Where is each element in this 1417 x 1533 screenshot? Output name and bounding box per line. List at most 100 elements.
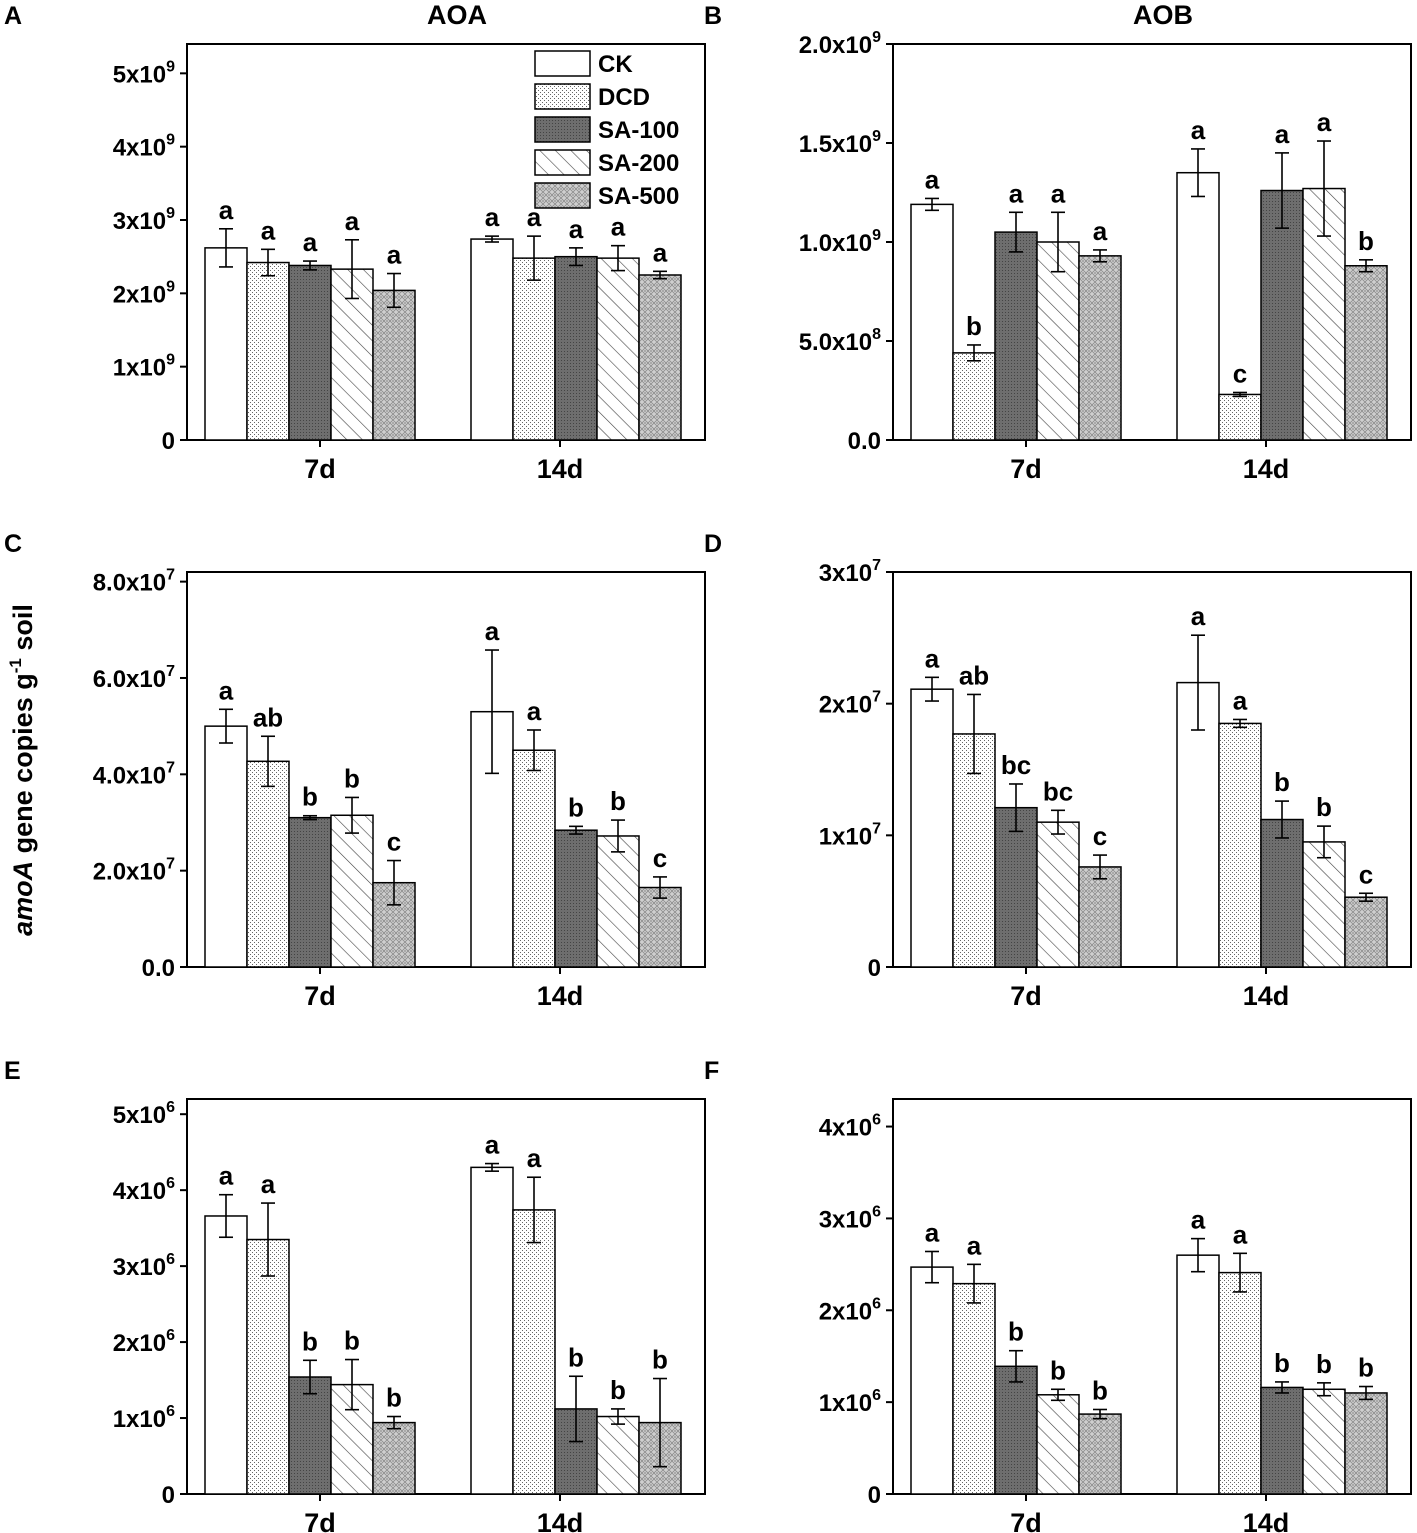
- legend-swatch: [534, 116, 591, 143]
- y-tick-label: 5.0x108: [799, 326, 881, 356]
- significance-letter: b: [610, 786, 626, 816]
- significance-letter: b: [1316, 1349, 1332, 1379]
- y-tick-label: 2.0x107: [93, 856, 175, 886]
- bar: [994, 1365, 1038, 1495]
- significance-letter: a: [261, 215, 276, 245]
- y-tick-label: 0: [868, 955, 881, 982]
- bar: [372, 289, 416, 441]
- x-tick-label: 14d: [1243, 981, 1290, 1011]
- panel-title: AOA: [427, 0, 487, 30]
- significance-letter: b: [1274, 1348, 1290, 1378]
- significance-letter: b: [344, 763, 360, 793]
- significance-letter: a: [219, 1161, 234, 1191]
- panel-title: AOB: [1133, 0, 1193, 30]
- significance-letter: a: [1051, 178, 1066, 208]
- significance-letter: b: [302, 1326, 318, 1356]
- bar: [910, 203, 954, 441]
- plot-frame: [892, 1098, 1412, 1495]
- significance-letter: b: [1274, 767, 1290, 797]
- significance-letter: b: [610, 1375, 626, 1405]
- significance-letter: a: [219, 195, 234, 225]
- y-tick-label: 0: [162, 428, 175, 455]
- bar: [554, 255, 598, 441]
- legend-label: SA-100: [598, 117, 679, 144]
- bar: [512, 257, 556, 441]
- x-tick-label: 7d: [304, 1508, 336, 1533]
- bar: [204, 1215, 248, 1495]
- bar: [1218, 722, 1262, 968]
- bar: [910, 1266, 954, 1495]
- y-tick-label: 0.0: [142, 955, 175, 982]
- legend-label: CK: [598, 51, 633, 78]
- bar: [1036, 241, 1080, 441]
- bar: [372, 1421, 416, 1495]
- significance-letter: ab: [959, 660, 989, 690]
- bar: [246, 760, 290, 968]
- y-tick-label: 1.0x109: [799, 227, 881, 257]
- x-tick-label: 7d: [304, 454, 336, 484]
- significance-letter: b: [568, 792, 584, 822]
- significance-letter: b: [966, 311, 982, 341]
- y-tick-label: 1x106: [819, 1387, 881, 1417]
- significance-letter: c: [1233, 358, 1247, 388]
- legend-swatch: [534, 83, 591, 110]
- significance-letter: b: [1050, 1355, 1066, 1385]
- y-tick-label: 2x106: [113, 1327, 175, 1357]
- y-tick-label: 4x109: [113, 132, 175, 162]
- significance-letter: a: [569, 214, 584, 244]
- bar: [910, 688, 954, 968]
- bar: [1260, 1386, 1304, 1495]
- significance-letter: a: [1191, 601, 1206, 631]
- significance-letter: c: [387, 827, 401, 857]
- legend-swatch: [534, 50, 591, 77]
- x-tick-label: 7d: [304, 981, 336, 1011]
- legend: CK DCD SA-100 SA-200 SA-500: [534, 50, 679, 210]
- panel-label: E: [4, 1057, 21, 1085]
- significance-letter: b: [1358, 226, 1374, 256]
- significance-letter: a: [1233, 1219, 1248, 1249]
- bar: [952, 352, 996, 441]
- significance-letter: a: [611, 212, 626, 242]
- bar: [470, 238, 514, 441]
- y-tick-label: 3x106: [819, 1203, 881, 1233]
- significance-letter: b: [1358, 1353, 1374, 1383]
- bar: [1036, 1394, 1080, 1495]
- significance-letter: a: [345, 206, 360, 236]
- y-tick-label: 5x106: [113, 1099, 175, 1129]
- significance-letter: a: [387, 240, 402, 270]
- significance-letter: a: [261, 1169, 276, 1199]
- significance-letter: a: [485, 202, 500, 232]
- y-tick-label: 4.0x107: [93, 759, 175, 789]
- significance-letter: a: [527, 696, 542, 726]
- bar: [1260, 818, 1304, 968]
- plot-frame: [186, 571, 706, 968]
- plot-frame: [892, 571, 1412, 968]
- significance-letter: b: [344, 1326, 360, 1356]
- significance-letter: b: [568, 1342, 584, 1372]
- significance-letter: bc: [1001, 750, 1031, 780]
- significance-letter: b: [1008, 1317, 1024, 1347]
- bar: [1078, 1413, 1122, 1495]
- y-tick-label: 2x106: [819, 1295, 881, 1325]
- y-axis-label: amoA gene copies g-1 soil: [6, 604, 38, 936]
- bar: [1176, 171, 1220, 441]
- plot-frame: [186, 1098, 706, 1495]
- bar: [554, 829, 598, 968]
- significance-letter: a: [527, 202, 542, 232]
- y-tick-label: 3x107: [819, 557, 881, 587]
- bar: [204, 247, 248, 441]
- significance-letter: ab: [253, 702, 283, 732]
- significance-letter: a: [1093, 216, 1108, 246]
- significance-letter: a: [925, 1217, 940, 1247]
- bar: [246, 1238, 290, 1495]
- significance-letter: a: [219, 675, 234, 705]
- y-tick-label: 1x106: [113, 1403, 175, 1433]
- y-tick-label: 1x109: [113, 352, 175, 382]
- bar: [1344, 896, 1388, 968]
- bar: [1218, 393, 1262, 441]
- y-tick-label: 4x106: [113, 1175, 175, 1205]
